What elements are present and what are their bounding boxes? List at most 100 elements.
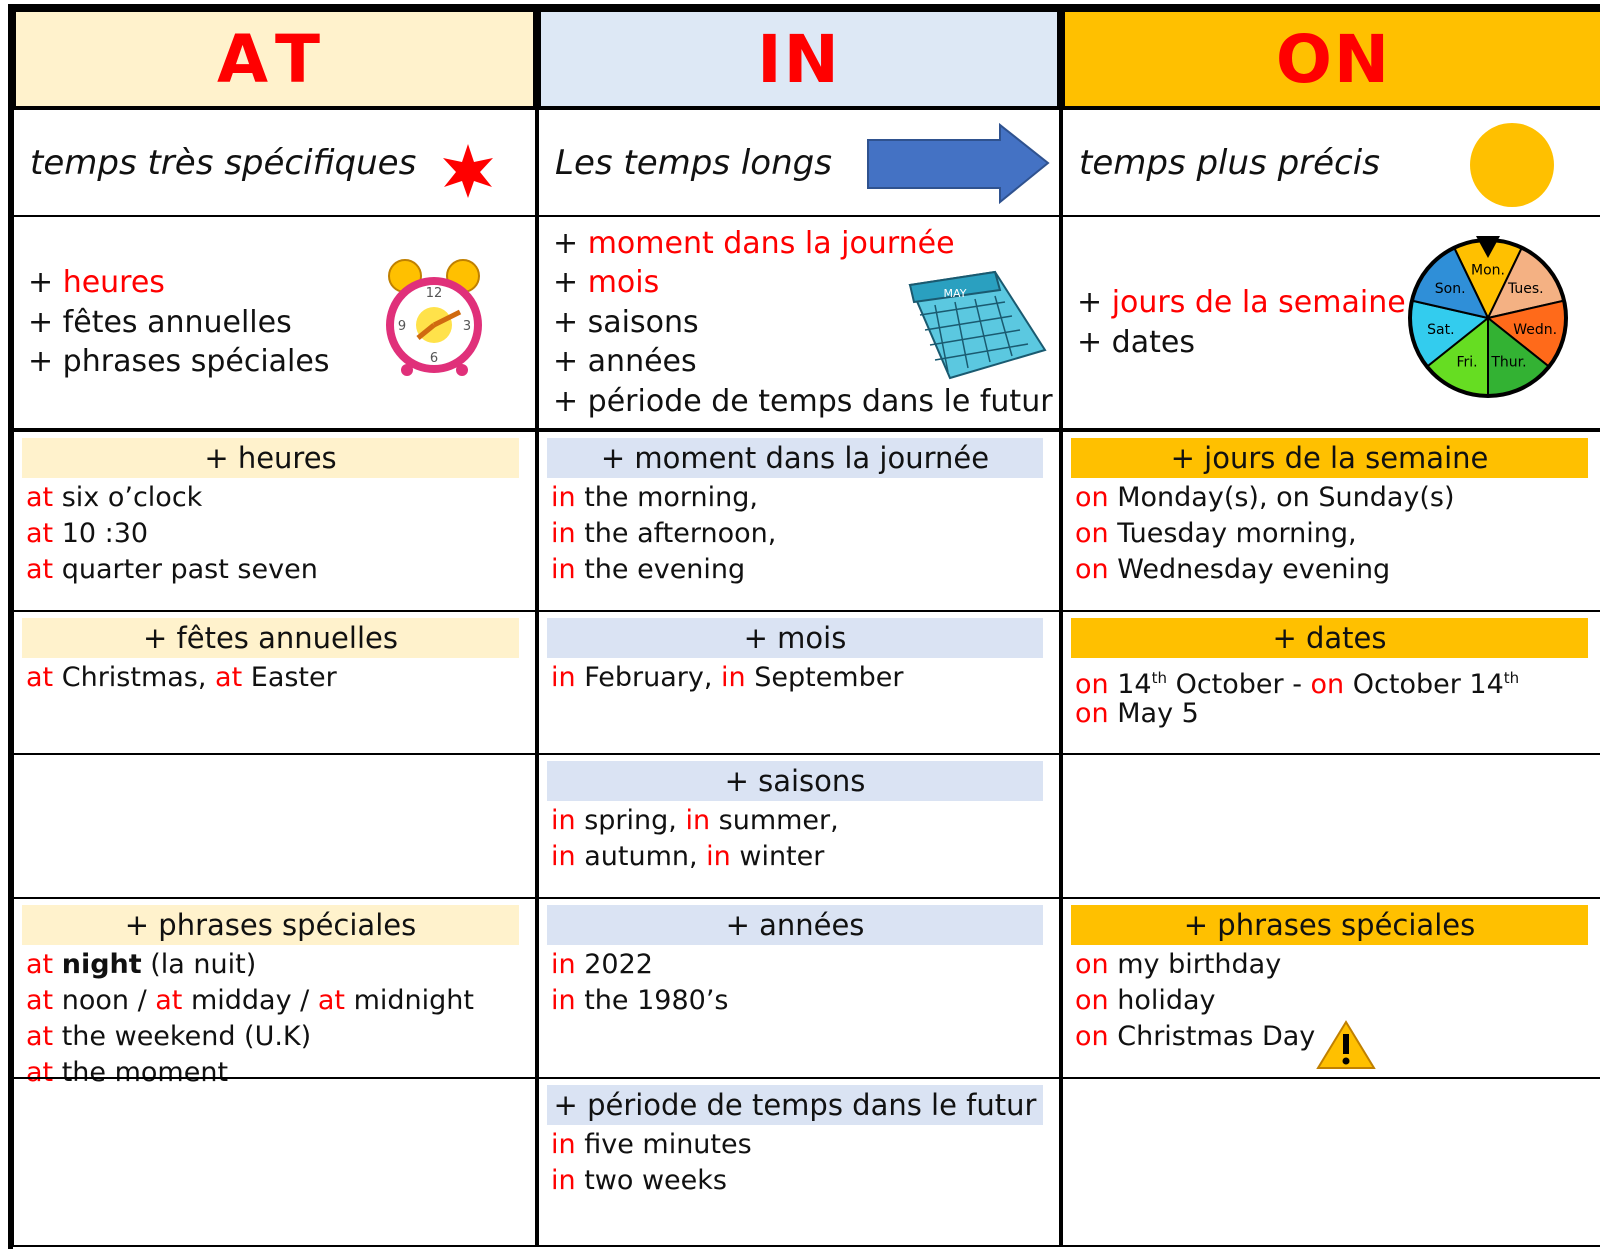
text-run: on — [1075, 985, 1109, 1016]
example-line: on holiday — [1075, 983, 1216, 1019]
clock-number: 6 — [430, 351, 438, 366]
text-run: in — [551, 1165, 576, 1196]
calendar-label: MAY — [944, 287, 967, 300]
item: + phrases spéciales — [28, 342, 535, 382]
example-line: in the 1980’s — [551, 983, 728, 1019]
item: + mois — [553, 263, 1059, 303]
example-line: in February, in September — [551, 660, 903, 696]
text-run: th — [1151, 669, 1167, 687]
wheel-label: Fri. — [1456, 355, 1477, 371]
text-run: the afternoon, — [575, 518, 777, 549]
text-run: at — [317, 985, 345, 1016]
text-run: in — [551, 985, 576, 1016]
example-line: in the afternoon, — [551, 516, 776, 552]
section-cell: + moment dans la journée in the morning, i… — [537, 430, 1061, 612]
text-run: + — [28, 265, 63, 301]
text-run: February, — [575, 662, 722, 693]
text-run: on — [1075, 482, 1109, 513]
section-heading: + phrases spéciales — [1071, 905, 1588, 945]
text-run: my birthday — [1108, 949, 1282, 980]
wheel-label: Son. — [1435, 281, 1466, 297]
text-run: holiday — [1108, 985, 1216, 1016]
text-run: summer, — [710, 805, 839, 836]
text-run: spring, — [575, 805, 686, 836]
text-run: in — [685, 805, 711, 836]
warning-icon — [1316, 1020, 1376, 1069]
example-line: at 10 :30 — [26, 516, 148, 552]
wheel-label: Sat. — [1427, 322, 1454, 338]
text-run: at — [26, 518, 54, 549]
text-run: five minutes — [575, 1129, 752, 1160]
example-line: at night (la nuit) — [26, 947, 256, 983]
clock-number: 9 — [398, 319, 406, 334]
text-run: on — [1075, 554, 1109, 585]
text-run: + — [553, 265, 588, 301]
example-line: on my birthday — [1075, 947, 1281, 983]
text-run: in — [551, 1129, 576, 1160]
text-run: midday / — [182, 985, 318, 1016]
example-line: in two weeks — [551, 1163, 727, 1199]
section-heading: + période de temps dans le futur — [547, 1085, 1043, 1125]
example-line: at the weekend (U.K) — [26, 1019, 311, 1055]
example-line: on May 5 — [1075, 696, 1199, 732]
example-line: at Christmas, at Easter — [26, 660, 337, 696]
text-run: in — [721, 662, 746, 693]
example-line: on Tuesday morning, — [1075, 516, 1357, 552]
text-run: October - — [1166, 669, 1311, 700]
example-line: at noon / at midday / at midnight — [26, 983, 474, 1019]
text-run: quarter past seven — [53, 554, 318, 585]
section-cell: + mois in February, in September — [537, 610, 1061, 755]
text-run: + période de temps dans le futur — [553, 383, 1053, 419]
star-icon — [443, 144, 493, 198]
text-run: in — [706, 841, 731, 872]
text-run: autumn, — [575, 841, 707, 872]
wheel-label: Mon. — [1471, 263, 1505, 279]
section-heading: + dates — [1071, 618, 1588, 658]
example-line: in spring, in summer, — [551, 803, 839, 839]
example-line: on Monday(s), on Sunday(s) — [1075, 480, 1455, 516]
column-header: AT — [12, 8, 537, 110]
description: temps très spécifiques — [12, 108, 537, 217]
text-run: + dates — [1077, 324, 1195, 360]
item: + jours de la semaine — [1077, 283, 1600, 323]
text-run: + — [553, 225, 588, 261]
item: + dates — [1077, 323, 1600, 363]
section-cell: + fêtes annuelles at Christmas, at Easter — [12, 610, 537, 755]
wheel-pointer — [1476, 236, 1500, 258]
text-run: Easter — [242, 662, 337, 693]
text-run: the evening — [575, 554, 746, 585]
text-run: the 1980’s — [575, 985, 729, 1016]
example-line: at the moment — [26, 1055, 228, 1091]
section-cell: + période de temps dans le futur in five … — [537, 1077, 1061, 1247]
example-line: on 14th October - on October 14th — [1075, 660, 1519, 703]
clock-number: 3 — [463, 319, 471, 334]
item: + heures — [28, 263, 535, 303]
example-line: at six o’clock — [26, 480, 202, 516]
text-run: in — [551, 482, 576, 513]
text-run: Christmas Day — [1108, 1021, 1316, 1052]
text-run: at — [215, 662, 243, 693]
section-heading: + moment dans la journée — [547, 438, 1043, 478]
text-run: midnight — [344, 985, 474, 1016]
sun-icon — [1470, 123, 1554, 207]
wheel-label: Wedn. — [1513, 322, 1557, 338]
text-run: on — [1075, 949, 1109, 980]
section-cell: + phrases spéciales at night (la nuit) at … — [12, 897, 537, 1088]
text-run: at — [26, 1057, 54, 1088]
text-run: the morning, — [575, 482, 758, 513]
item: + saisons — [553, 303, 1059, 343]
text-run: October 14 — [1344, 669, 1504, 700]
text-run: at — [26, 482, 54, 513]
example-line: in the morning, — [551, 480, 758, 516]
weekday-wheel: Mon.Tues. Wedn. Thur. Fri. Sat. Son. — [1408, 238, 1568, 398]
text-run: September — [745, 662, 904, 693]
text-run: th — [1503, 669, 1520, 687]
section-cell: + jours de la semaine on Monday(s), on Su… — [1061, 430, 1600, 612]
section-heading: + heures — [22, 438, 519, 478]
text-run: in — [551, 949, 576, 980]
section-heading: + mois — [547, 618, 1043, 658]
section-heading: + phrases spéciales — [22, 905, 519, 945]
text-run: + années — [553, 344, 697, 380]
